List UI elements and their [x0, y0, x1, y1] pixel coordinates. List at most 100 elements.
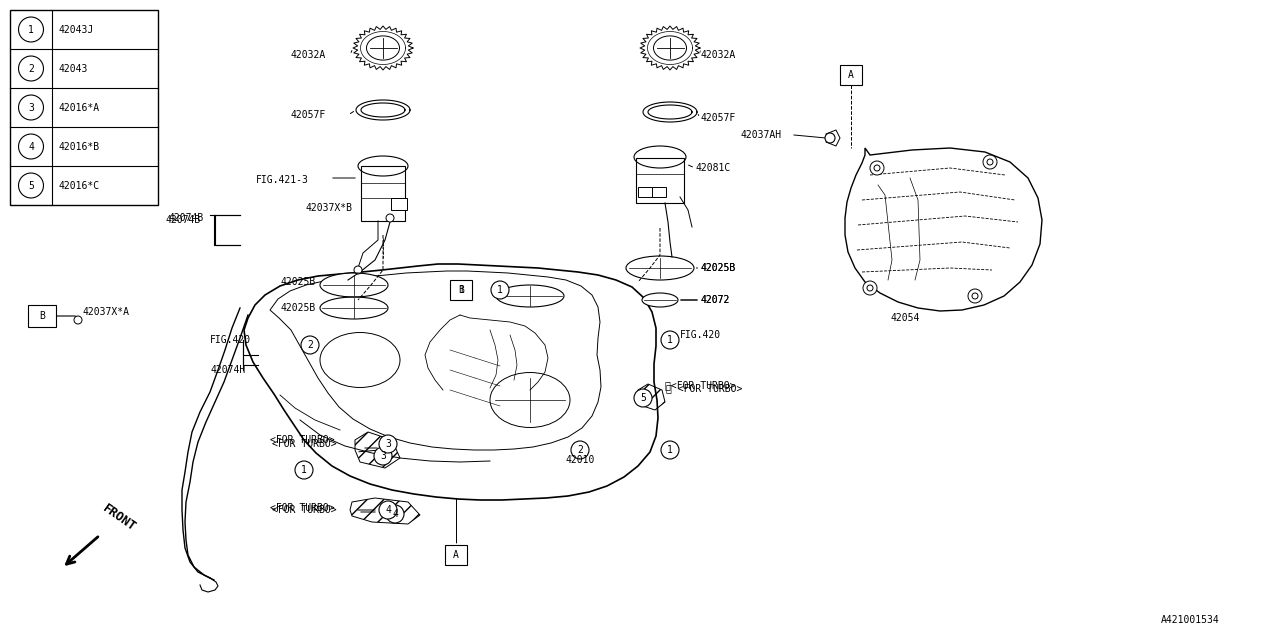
- Text: 42032A: 42032A: [700, 50, 735, 60]
- Circle shape: [379, 501, 397, 519]
- Text: A421001534: A421001534: [1161, 615, 1220, 625]
- Text: <FOR TURBO>: <FOR TURBO>: [270, 435, 334, 445]
- Ellipse shape: [361, 103, 404, 117]
- Text: 2: 2: [577, 445, 582, 455]
- Text: 42010: 42010: [564, 455, 594, 465]
- Text: 42032A: 42032A: [291, 50, 325, 60]
- Circle shape: [492, 281, 509, 299]
- Text: 1: 1: [460, 285, 465, 295]
- Text: ⑥ <FOR TURBO>: ⑥ <FOR TURBO>: [666, 383, 742, 393]
- Text: 42043: 42043: [58, 63, 87, 74]
- Text: 42037X*B: 42037X*B: [305, 203, 352, 213]
- Ellipse shape: [320, 297, 388, 319]
- Text: 4: 4: [392, 509, 398, 519]
- Ellipse shape: [634, 146, 686, 168]
- Text: FIG.420: FIG.420: [680, 330, 721, 340]
- Ellipse shape: [648, 105, 692, 119]
- Text: 42016*A: 42016*A: [58, 102, 99, 113]
- Circle shape: [987, 159, 993, 165]
- Text: 4: 4: [385, 505, 390, 515]
- Text: 42057F: 42057F: [291, 110, 325, 120]
- Circle shape: [18, 17, 44, 42]
- Text: 1: 1: [28, 24, 35, 35]
- Ellipse shape: [640, 26, 700, 70]
- Circle shape: [387, 214, 394, 222]
- Text: 2: 2: [28, 63, 35, 74]
- Ellipse shape: [643, 102, 698, 122]
- Circle shape: [74, 316, 82, 324]
- Circle shape: [18, 56, 44, 81]
- Circle shape: [972, 293, 978, 299]
- Circle shape: [983, 155, 997, 169]
- FancyBboxPatch shape: [636, 158, 684, 203]
- Circle shape: [387, 505, 404, 523]
- FancyBboxPatch shape: [390, 198, 407, 210]
- Text: 42016*B: 42016*B: [58, 141, 99, 152]
- Text: FRONT: FRONT: [100, 502, 138, 534]
- Text: B: B: [458, 285, 463, 295]
- Text: B: B: [40, 311, 45, 321]
- Text: FIG.420: FIG.420: [210, 335, 251, 345]
- Text: 42072: 42072: [700, 295, 730, 305]
- Ellipse shape: [358, 156, 408, 176]
- Text: 2: 2: [307, 340, 312, 350]
- Circle shape: [867, 285, 873, 291]
- Text: 42043J: 42043J: [58, 24, 93, 35]
- Ellipse shape: [356, 100, 410, 120]
- Text: 42074B: 42074B: [165, 215, 200, 225]
- FancyBboxPatch shape: [637, 187, 652, 197]
- Text: 1: 1: [301, 465, 307, 475]
- Circle shape: [660, 441, 678, 459]
- Ellipse shape: [497, 285, 564, 307]
- Text: 3: 3: [380, 451, 387, 461]
- Text: 1: 1: [497, 285, 503, 295]
- Text: 42037X*A: 42037X*A: [82, 307, 129, 317]
- Polygon shape: [353, 26, 413, 70]
- Circle shape: [294, 461, 314, 479]
- Text: ⑥<FOR TURBO>: ⑥<FOR TURBO>: [666, 380, 736, 390]
- Circle shape: [863, 281, 877, 295]
- Text: FIG.421-3: FIG.421-3: [256, 175, 308, 185]
- Polygon shape: [244, 264, 658, 500]
- Text: A: A: [453, 550, 460, 560]
- Text: 42054: 42054: [890, 313, 919, 323]
- Polygon shape: [640, 26, 700, 70]
- Circle shape: [301, 336, 319, 354]
- Text: 42074H: 42074H: [210, 365, 246, 375]
- Text: 42016*C: 42016*C: [58, 180, 99, 191]
- Circle shape: [374, 447, 392, 465]
- Ellipse shape: [320, 273, 388, 297]
- Text: <FOR TURBO>: <FOR TURBO>: [273, 439, 337, 449]
- Text: 5: 5: [28, 180, 35, 191]
- Circle shape: [968, 289, 982, 303]
- Circle shape: [379, 435, 397, 453]
- Text: 42074B: 42074B: [168, 213, 204, 223]
- Circle shape: [571, 441, 589, 459]
- Text: 42025B: 42025B: [700, 263, 735, 273]
- Text: 42081C: 42081C: [695, 163, 731, 173]
- Text: 42025B: 42025B: [700, 263, 735, 273]
- FancyBboxPatch shape: [28, 305, 56, 327]
- Text: 1: 1: [667, 335, 673, 345]
- Circle shape: [453, 281, 471, 299]
- Polygon shape: [845, 148, 1042, 311]
- Circle shape: [18, 134, 44, 159]
- Circle shape: [18, 95, 44, 120]
- Text: 42057F: 42057F: [700, 113, 735, 123]
- Circle shape: [826, 133, 835, 143]
- Ellipse shape: [643, 293, 678, 307]
- Circle shape: [874, 165, 881, 171]
- Circle shape: [870, 161, 884, 175]
- Text: A: A: [849, 70, 854, 80]
- Circle shape: [634, 389, 652, 407]
- Text: 42025B: 42025B: [280, 303, 315, 313]
- Circle shape: [18, 173, 44, 198]
- Circle shape: [355, 266, 362, 274]
- Text: 3: 3: [385, 439, 390, 449]
- FancyBboxPatch shape: [840, 65, 861, 85]
- Text: 4: 4: [28, 141, 35, 152]
- FancyBboxPatch shape: [10, 10, 157, 205]
- Text: 5: 5: [640, 393, 646, 403]
- Text: 3: 3: [28, 102, 35, 113]
- Circle shape: [660, 331, 678, 349]
